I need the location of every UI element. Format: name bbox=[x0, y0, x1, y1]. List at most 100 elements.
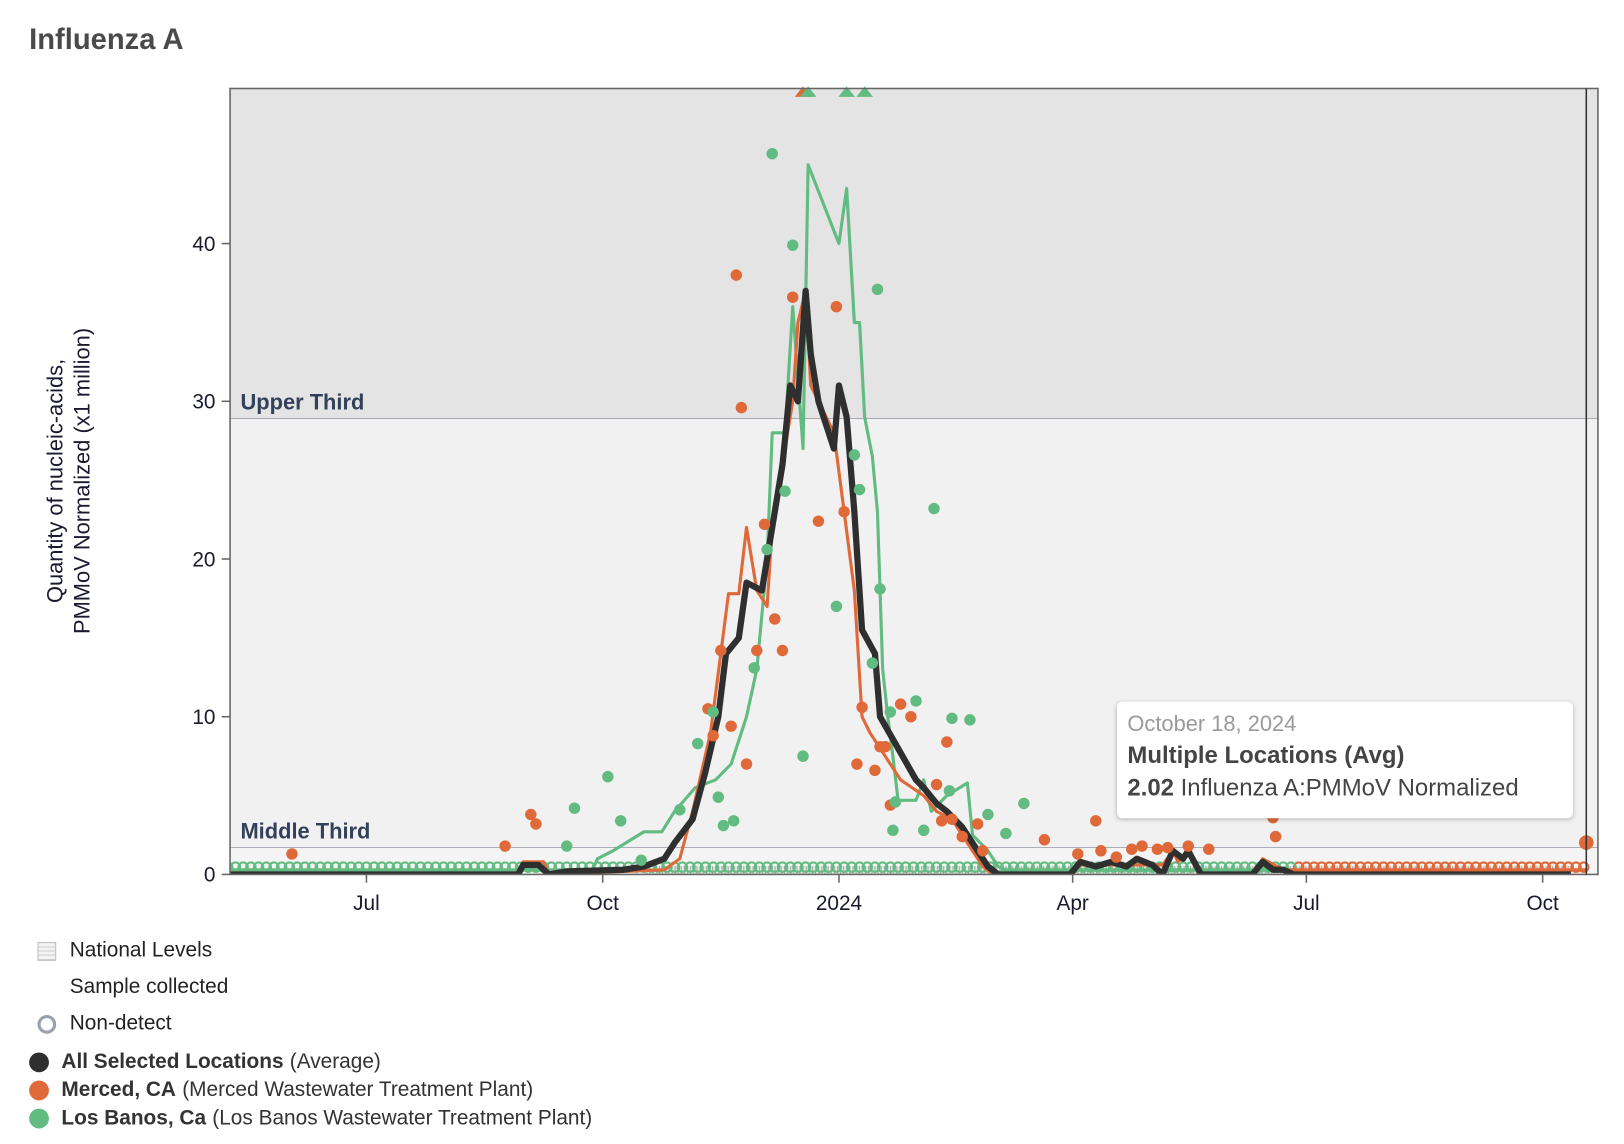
sample-point-los-banos bbox=[674, 804, 686, 816]
sample-point-merced bbox=[941, 736, 953, 748]
sample-point-merced bbox=[1072, 848, 1084, 860]
band-label: Upper Third bbox=[240, 389, 364, 414]
sample-point-merced bbox=[751, 644, 763, 657]
sample-point-los-banos bbox=[830, 600, 843, 613]
non-detect-los-banos bbox=[738, 861, 750, 873]
sample-point-los-banos bbox=[614, 815, 627, 827]
sample-point-merced bbox=[787, 291, 799, 303]
non-detect-los-banos bbox=[769, 861, 781, 873]
non-detect-los-banos bbox=[776, 861, 789, 873]
non-detect-los-banos bbox=[846, 861, 858, 873]
series-name: All Selected Locations bbox=[61, 1050, 284, 1074]
sample-point-merced bbox=[838, 505, 850, 518]
non-detect-los-banos bbox=[684, 861, 696, 873]
non-detect-los-banos bbox=[799, 861, 812, 873]
sample-point-los-banos bbox=[871, 283, 884, 296]
non-detect-los-banos bbox=[830, 861, 843, 873]
legend-series-los-banos[interactable]: Los Banos, Ca (Los Banos Wastewater Treat… bbox=[29, 1105, 592, 1133]
sample-point-merced bbox=[879, 740, 891, 753]
tooltip-value: 2.02 bbox=[1127, 773, 1175, 801]
y-tick-label: 30 bbox=[192, 391, 215, 414]
sample-point-merced bbox=[1203, 843, 1215, 855]
tooltip-metric: Influenza A:PMMoV Normalized bbox=[1180, 773, 1519, 801]
sample-point-los-banos bbox=[866, 657, 879, 669]
sample-point-merced bbox=[735, 401, 748, 414]
hover-tooltip: October 18, 2024 Multiple Locations (Avg… bbox=[1116, 701, 1573, 819]
sample-point-los-banos bbox=[787, 239, 799, 251]
series-detail: (Los Banos Wastewater Treatment Plant) bbox=[212, 1106, 593, 1130]
sample-point-merced bbox=[758, 518, 771, 531]
sample-point-merced bbox=[869, 764, 881, 777]
non-detect-los-banos bbox=[853, 861, 866, 873]
non-detect-los-banos bbox=[699, 861, 712, 873]
sample-point-merced bbox=[530, 818, 542, 830]
sample-point-los-banos bbox=[928, 502, 940, 515]
non-detect-los-banos bbox=[953, 861, 966, 873]
sample-point-merced bbox=[776, 644, 789, 657]
sample-point-los-banos bbox=[1000, 827, 1012, 840]
non-detect-los-banos bbox=[861, 861, 873, 873]
ring-icon bbox=[37, 1014, 57, 1034]
legend-sample-collected: Sample collected bbox=[37, 969, 229, 1005]
non-detect-los-banos bbox=[869, 861, 881, 873]
sample-point-merced bbox=[1269, 830, 1282, 843]
sample-point-los-banos bbox=[797, 750, 809, 762]
sample-point-los-banos bbox=[561, 840, 573, 852]
chart-title: Influenza A bbox=[29, 22, 184, 56]
sample-point-merced bbox=[830, 300, 843, 313]
x-tick-label: Oct bbox=[1526, 892, 1559, 915]
legend-series-average[interactable]: All Selected Locations (Average) bbox=[29, 1048, 592, 1076]
non-detect-los-banos bbox=[784, 861, 796, 873]
sample-point-los-banos bbox=[602, 770, 614, 783]
sample-point-merced bbox=[1161, 841, 1174, 854]
non-detect-los-banos bbox=[969, 861, 981, 873]
sample-point-merced bbox=[1038, 834, 1051, 846]
sample-point-merced bbox=[707, 729, 719, 742]
non-detect-los-banos bbox=[938, 861, 950, 873]
plot-frame bbox=[229, 87, 1599, 876]
sample-point-los-banos bbox=[568, 802, 581, 814]
sample-point-los-banos bbox=[766, 147, 778, 160]
sample-point-los-banos bbox=[853, 483, 866, 496]
series-line-los-banos bbox=[230, 163, 1294, 872]
sample-point-los-banos bbox=[946, 712, 958, 725]
non-detect-los-banos bbox=[907, 861, 920, 873]
sample-point-merced bbox=[956, 830, 968, 843]
sample-point-merced bbox=[1126, 843, 1138, 855]
non-detect-los-banos bbox=[676, 861, 689, 873]
sample-point-merced bbox=[499, 840, 511, 852]
series-detail: (Average) bbox=[289, 1050, 381, 1074]
legend-series-merced[interactable]: Merced, CA (Merced Wastewater Treatment P… bbox=[29, 1076, 592, 1104]
sample-point-merced bbox=[977, 845, 989, 857]
sample-point-merced bbox=[971, 818, 984, 830]
sample-point-merced bbox=[935, 815, 948, 827]
non-detect-los-banos bbox=[230, 861, 234, 873]
sample-point-merced bbox=[812, 515, 825, 527]
swatch-icon bbox=[29, 1080, 49, 1101]
off-scale-marker-los-banos bbox=[838, 86, 856, 97]
sample-point-los-banos bbox=[887, 824, 899, 837]
series-legend: All Selected Locations (Average) Merced, … bbox=[29, 1048, 592, 1132]
x-tick-label: Oct bbox=[587, 892, 620, 915]
non-detect-los-banos bbox=[761, 861, 773, 873]
sample-point-los-banos bbox=[779, 485, 791, 497]
sample-point-los-banos bbox=[1018, 797, 1030, 810]
sample-point-los-banos bbox=[761, 543, 773, 556]
non-detect-los-banos bbox=[707, 861, 719, 873]
x-tick-label: Apr bbox=[1056, 892, 1088, 915]
legend-label: Non-detect bbox=[69, 1011, 172, 1035]
non-detect-los-banos bbox=[946, 861, 958, 873]
sample-point-los-banos bbox=[712, 791, 724, 803]
x-tick-label: 2024 bbox=[816, 892, 862, 915]
non-detect-los-banos bbox=[792, 861, 804, 873]
legend-label: National Levels bbox=[69, 938, 213, 962]
sample-point-merced bbox=[1182, 840, 1194, 852]
non-detect-los-banos bbox=[892, 861, 904, 873]
y-tick-label: 0 bbox=[204, 864, 216, 887]
sample-point-merced bbox=[286, 848, 298, 860]
y-axis-label-line1: Quantity of nucleic-acids, bbox=[42, 359, 67, 603]
dot-icon bbox=[37, 978, 56, 997]
legend-national-levels[interactable]: National Levels bbox=[37, 933, 228, 969]
sample-point-merced bbox=[740, 758, 753, 770]
non-detect-los-banos bbox=[900, 861, 912, 873]
